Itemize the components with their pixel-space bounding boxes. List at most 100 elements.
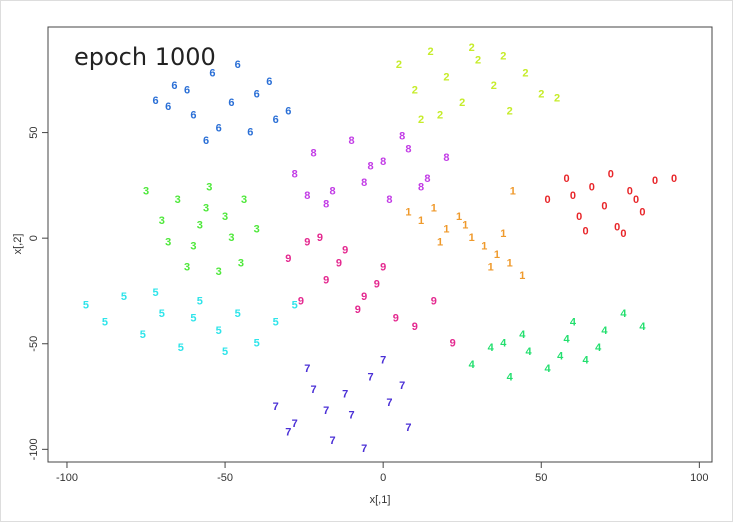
point: 9 <box>380 262 386 274</box>
point: 7 <box>367 371 373 383</box>
point: 8 <box>424 173 430 185</box>
point: 9 <box>412 321 418 333</box>
y-axis-label: x[,2] <box>12 234 24 255</box>
point: 3 <box>143 186 149 198</box>
y-tick-label: 0 <box>28 235 40 241</box>
point: 6 <box>203 135 209 147</box>
point: 0 <box>545 194 551 206</box>
point: 8 <box>304 190 310 202</box>
point: 5 <box>159 308 165 320</box>
point: 2 <box>396 59 402 71</box>
x-tick-label: 100 <box>690 472 708 484</box>
point: 0 <box>601 200 607 212</box>
point: 9 <box>431 295 437 307</box>
point: 7 <box>399 380 405 392</box>
point: 7 <box>304 363 310 375</box>
point: 1 <box>456 211 462 223</box>
point: 6 <box>216 122 222 134</box>
point: 0 <box>614 222 620 234</box>
point: 5 <box>102 317 108 329</box>
point: 2 <box>437 110 443 122</box>
point: 6 <box>273 114 279 126</box>
point: 6 <box>266 76 272 88</box>
point: 3 <box>197 219 203 231</box>
point: 6 <box>235 59 241 71</box>
y-tick-label: -50 <box>28 336 40 352</box>
point: 7 <box>348 409 354 421</box>
point: 4 <box>469 359 476 371</box>
point: 1 <box>443 224 449 236</box>
point: 6 <box>254 88 260 100</box>
point: 0 <box>671 173 677 185</box>
point: 2 <box>500 50 506 62</box>
point: 5 <box>83 300 89 312</box>
point: 8 <box>418 181 424 193</box>
point: 7 <box>405 422 411 434</box>
point: 1 <box>488 262 494 274</box>
point: 3 <box>238 257 244 269</box>
point: 9 <box>355 304 361 316</box>
point: 1 <box>469 232 475 244</box>
point: 4 <box>563 333 570 345</box>
point: 5 <box>254 338 260 350</box>
point: 0 <box>608 169 614 181</box>
point: 1 <box>507 257 513 269</box>
point: 4 <box>582 355 589 367</box>
point: 7 <box>273 401 279 413</box>
point: 0 <box>620 228 626 240</box>
point: 4 <box>601 325 608 337</box>
point: 3 <box>216 266 222 278</box>
point: 8 <box>443 152 449 164</box>
point: 2 <box>475 55 481 67</box>
point: 9 <box>323 274 329 286</box>
point: 3 <box>190 241 196 253</box>
point: 0 <box>652 175 658 187</box>
point: 7 <box>380 355 386 367</box>
point: 5 <box>216 325 222 337</box>
point: 1 <box>437 236 443 248</box>
point: 2 <box>443 72 449 84</box>
point: 6 <box>171 80 177 92</box>
point: 9 <box>298 295 304 307</box>
point: 7 <box>285 426 291 438</box>
point: 8 <box>292 169 298 181</box>
point: 5 <box>152 287 158 299</box>
point: 0 <box>563 173 569 185</box>
point: 3 <box>175 194 181 206</box>
point: 9 <box>342 245 348 257</box>
point: 4 <box>570 317 577 329</box>
plot-box <box>47 26 713 463</box>
y-tick-label: -100 <box>28 438 40 460</box>
point: 8 <box>311 148 317 160</box>
point: 2 <box>469 42 475 54</box>
point: 9 <box>285 253 291 265</box>
x-tick-label: -100 <box>56 472 78 484</box>
point: 7 <box>292 418 298 430</box>
point: 3 <box>184 262 190 274</box>
point: 9 <box>450 338 456 350</box>
point: 4 <box>526 346 533 358</box>
point: 9 <box>336 257 342 269</box>
point: 2 <box>491 80 497 92</box>
point: 0 <box>589 181 595 193</box>
x-axis-label: x[,1] <box>370 494 391 506</box>
y-tick-label: 50 <box>28 126 40 138</box>
point: 6 <box>184 84 190 96</box>
point: 1 <box>494 249 500 261</box>
point: 5 <box>197 295 203 307</box>
point: 6 <box>285 105 291 117</box>
point: 8 <box>330 186 336 198</box>
point: 4 <box>507 371 514 383</box>
point: 1 <box>418 215 424 227</box>
point: 8 <box>361 177 367 189</box>
point: 5 <box>140 329 146 341</box>
point: 7 <box>311 384 317 396</box>
point: 8 <box>380 156 386 168</box>
point: 1 <box>500 228 506 240</box>
point: 6 <box>209 67 215 79</box>
x-tick-label: 0 <box>380 472 386 484</box>
point: 2 <box>428 46 434 58</box>
point: 4 <box>500 338 507 350</box>
point: 3 <box>206 181 212 193</box>
